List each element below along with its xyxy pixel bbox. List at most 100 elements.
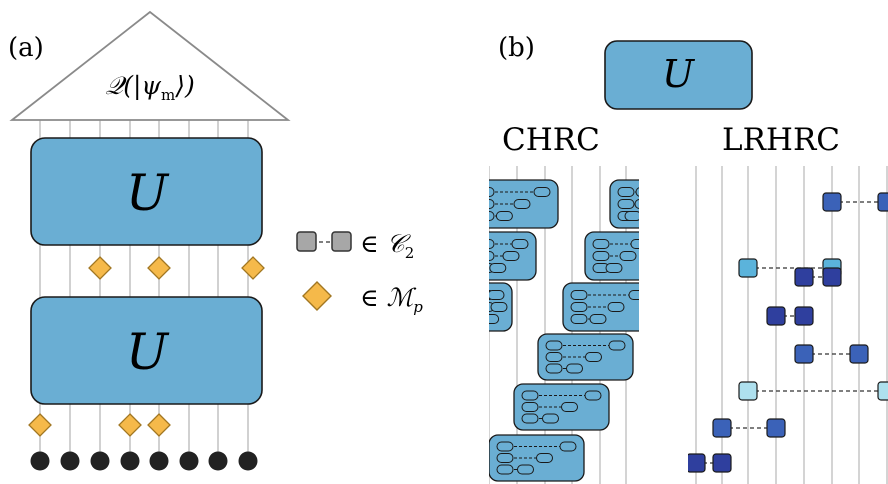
measurement-triangle — [9, 10, 291, 121]
legend-measure-text: ∈ ℳp — [360, 283, 423, 316]
chrc-pill — [489, 239, 495, 249]
lrhrc-gate-square — [794, 267, 814, 287]
qubit-dot-4 — [149, 451, 169, 471]
lrhrc-gate-pair-6 — [712, 418, 786, 438]
chrc-pill — [489, 314, 500, 324]
lrhrc-gate-square — [794, 306, 814, 326]
legend-measure-diamond — [302, 281, 332, 311]
chrc-pill — [584, 390, 602, 401]
chrc-pill — [521, 413, 539, 424]
chrc-pill — [496, 453, 514, 463]
lrhrc-gate-square — [766, 306, 786, 326]
measurement-label: 𝒬(|ψm⟩) — [105, 71, 194, 104]
qubit-dot-7 — [238, 451, 258, 471]
unitary-key-label: U — [662, 52, 696, 96]
chrc-pill — [585, 352, 602, 362]
qubit-dot-6 — [208, 451, 228, 471]
top-unitary-label: U — [126, 164, 170, 222]
chrc-pill — [630, 239, 639, 249]
measurement-diamond-1 — [147, 256, 171, 280]
chrc-pill — [517, 464, 534, 475]
chrc-unitary-block-1 — [609, 179, 639, 229]
qubit-dot-1 — [60, 451, 80, 471]
chrc-unitary-block-3 — [584, 231, 639, 281]
chrc-pill — [634, 199, 639, 209]
qubit-dot-3 — [120, 451, 140, 471]
chrc-pill — [628, 290, 639, 300]
lrhrc-wires — [695, 166, 888, 484]
lrhrc-gate-square — [766, 418, 786, 438]
chrc-pill — [545, 340, 563, 351]
lrhrc-gate-pair-4 — [794, 344, 869, 364]
legend-gate-text: ∈ 𝒞2 — [360, 229, 414, 262]
chrc-pill — [545, 363, 563, 374]
lrhrc-gate-square — [738, 258, 758, 278]
bottom-unitary-block — [30, 296, 263, 405]
panel-a-measurements — [28, 256, 265, 437]
unitary-key-block — [604, 40, 753, 110]
chrc-pill — [566, 363, 583, 374]
lrhrc-gate-square — [794, 344, 814, 364]
measurement-diamond-0 — [88, 256, 112, 280]
chrc-title: CHRC — [502, 122, 600, 158]
chrc-pill — [511, 239, 529, 249]
chrc-unitary-block-5 — [562, 282, 639, 332]
lrhrc-gate-square — [712, 418, 732, 438]
qubit-dot-2 — [90, 451, 110, 471]
lrhrc-gate-pair-0 — [822, 192, 888, 212]
panel-a: (a) 𝒬(|ψm⟩) U U — [8, 10, 291, 471]
chrc-pill — [521, 390, 539, 401]
qubit-dot-5 — [179, 451, 199, 471]
chrc-pill — [570, 290, 588, 300]
chrc-pill — [592, 239, 610, 249]
chrc-pill — [490, 302, 508, 312]
chrc-blocks — [489, 179, 639, 482]
bottom-unitary-label: U — [126, 323, 170, 381]
measurement-diamond-2 — [241, 256, 265, 280]
chrc-pill — [489, 263, 507, 273]
chrc-pill — [536, 453, 553, 463]
chrc-unitary-block-2 — [489, 231, 537, 281]
qubit-dot-0 — [30, 451, 50, 471]
chrc-pill — [570, 302, 588, 312]
chrc-pill — [592, 251, 610, 261]
lrhrc-title: LRHRC — [722, 122, 840, 158]
chrc-pill — [589, 314, 607, 324]
measurement-diamond-3 — [28, 413, 52, 437]
lrhrc-gate-square — [822, 192, 842, 212]
chrc-pill — [559, 441, 577, 452]
chrc-pill — [521, 402, 539, 412]
panel-a-qubits — [30, 451, 258, 471]
chrc-pill — [489, 199, 495, 209]
measurement-diamond-4 — [118, 413, 142, 437]
legend: ∈ 𝒞2 ∈ ℳp — [296, 229, 423, 316]
lrhrc-gate-pair-7 — [688, 453, 732, 473]
chrc-pill — [570, 314, 588, 324]
panel-b: (b) U CHRC LRHRC — [489, 33, 888, 484]
lrhrc-gate-square — [849, 344, 869, 364]
chrc-pill — [619, 251, 637, 261]
lrhrc-gate-square — [712, 453, 732, 473]
chrc-pill — [495, 211, 513, 221]
chrc-pill — [607, 302, 625, 312]
chrc-pill — [635, 187, 639, 197]
legend-gate-square-right — [331, 231, 352, 252]
chrc-pill — [561, 402, 578, 412]
chrc-pill — [605, 263, 623, 273]
chrc-pill — [502, 251, 520, 261]
lrhrc-gate-pair-2 — [794, 267, 842, 287]
chrc-pill — [608, 340, 626, 351]
lrhrc-gate-pair-3 — [766, 306, 814, 326]
lrhrc-gate-square — [877, 381, 888, 401]
lrhrc-gate-pair-5 — [738, 381, 888, 401]
chrc-unitary-block-7 — [513, 383, 610, 431]
chrc-unitary-block-8 — [489, 434, 585, 482]
measurement-diamond-5 — [147, 413, 171, 437]
chrc-pill — [496, 464, 514, 475]
chrc-unitary-block-4 — [489, 282, 513, 332]
chrc-pill — [617, 187, 635, 197]
chrc-pill — [489, 211, 495, 221]
lrhrc-gate-square — [877, 192, 888, 212]
